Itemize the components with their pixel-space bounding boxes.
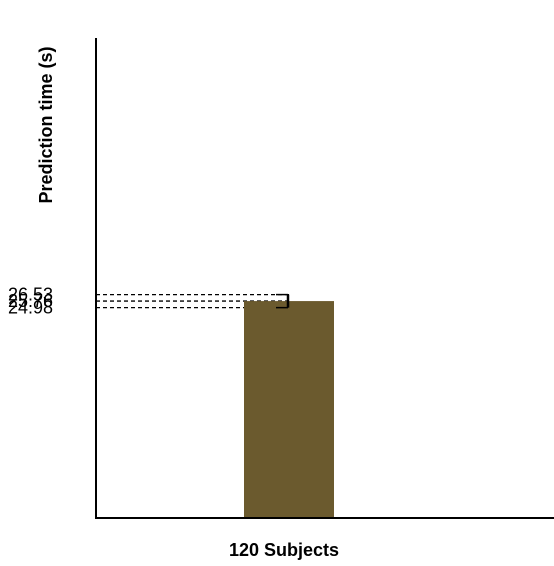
bar-120-subjects bbox=[244, 301, 334, 518]
tick-label-lower: 24.98 bbox=[8, 298, 53, 318]
x-category-label: 120 Subjects bbox=[229, 540, 339, 560]
tick-label-mean: 25.76 bbox=[8, 291, 53, 311]
y-axis-title: Prediction time (s) bbox=[36, 46, 56, 203]
tick-label-upper: 26.53 bbox=[8, 285, 53, 305]
